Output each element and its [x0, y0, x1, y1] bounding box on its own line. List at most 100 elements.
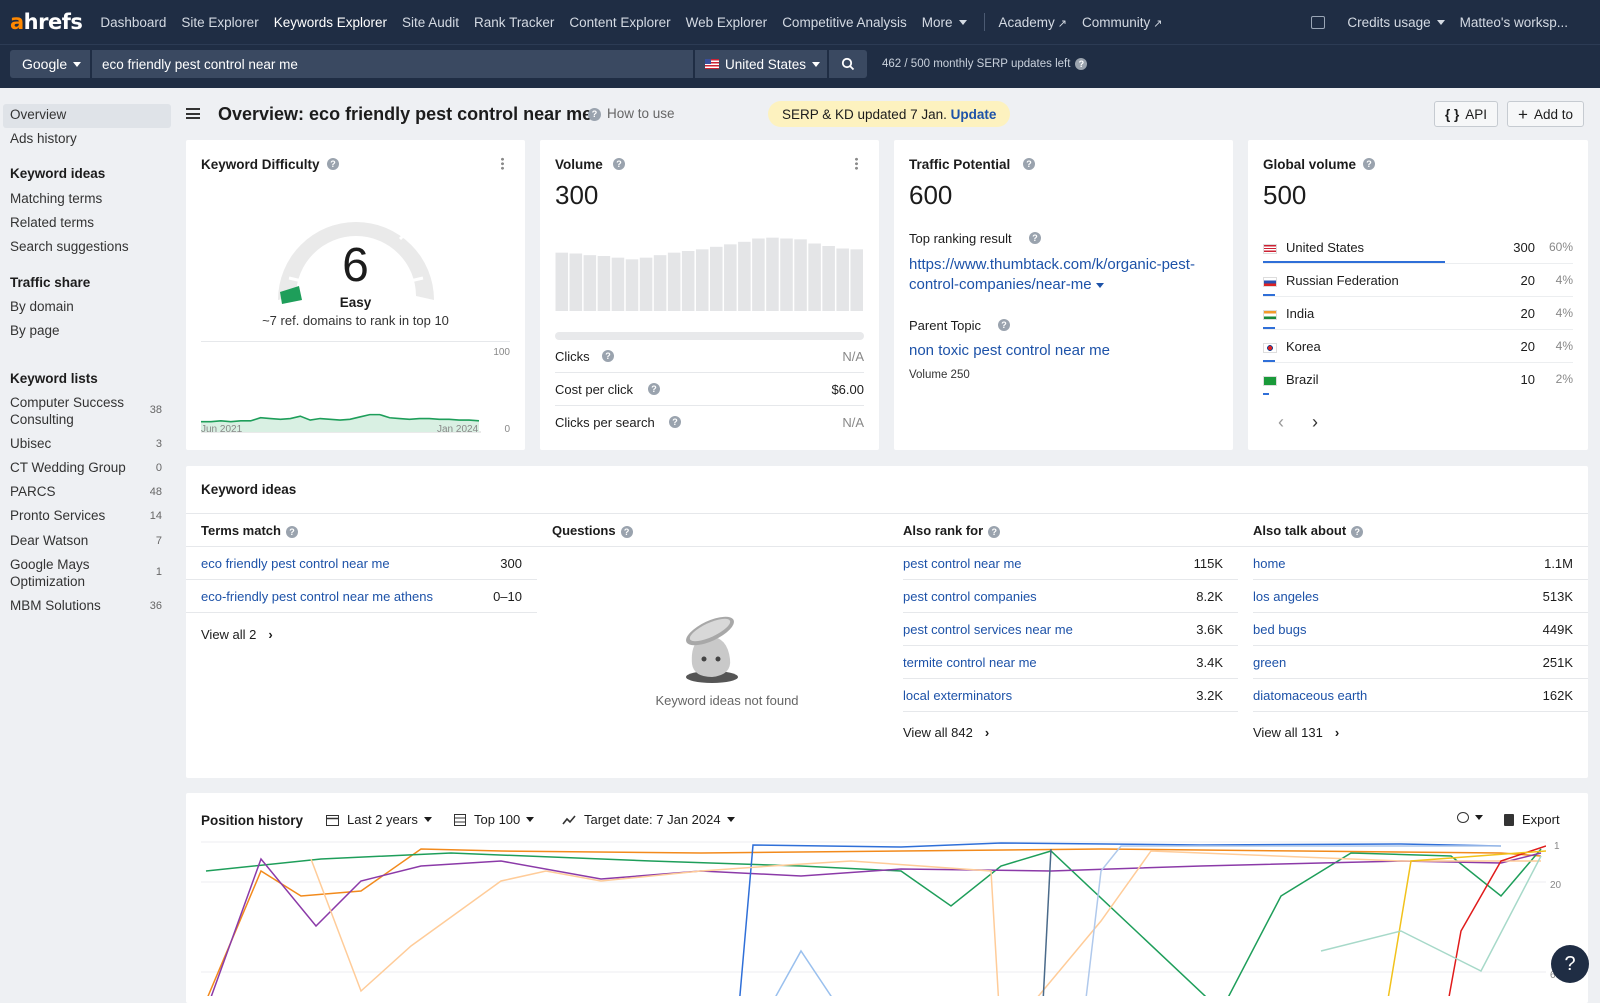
notes-icon[interactable]	[1311, 15, 1326, 29]
keyword-idea-link[interactable]: home	[1253, 556, 1286, 571]
date-range-select[interactable]: Last 2 years	[326, 812, 432, 827]
search-button[interactable]	[829, 50, 867, 78]
also-rank-header: Also rank for?	[903, 523, 1001, 538]
nav-dashboard[interactable]: Dashboard	[100, 14, 167, 30]
keyword-idea-link[interactable]: pest control services near me	[903, 622, 1073, 637]
sidebar-item-matching-terms[interactable]: Matching terms	[10, 191, 103, 206]
keyword-list-name: MBM Solutions	[10, 598, 101, 613]
keyword-list-count: 7	[155, 535, 162, 547]
country-share: 2%	[1555, 372, 1573, 386]
update-link[interactable]: Update	[950, 106, 997, 122]
keyword-idea-link[interactable]: termite control near me	[903, 655, 1037, 670]
api-button[interactable]: { } API	[1434, 101, 1499, 127]
nav-community[interactable]: Community ↗	[1082, 15, 1162, 30]
help-icon[interactable]: ?	[648, 383, 660, 395]
sidebar-heading-traffic-share: Traffic share	[10, 275, 91, 290]
nav-keywords-explorer[interactable]: Keywords Explorer	[273, 14, 387, 30]
sidebar-item-overview[interactable]: Overview	[10, 107, 67, 122]
nav-web-explorer[interactable]: Web Explorer	[685, 14, 768, 30]
volume-bar	[583, 255, 597, 311]
nav-site-audit[interactable]: Site Audit	[402, 14, 460, 30]
keyword-idea-link[interactable]: los angeles	[1253, 589, 1319, 604]
keyword-idea-link[interactable]: bed bugs	[1253, 622, 1307, 637]
position-series-line	[210, 852, 1542, 996]
target-date-select[interactable]: Target date: 7 Jan 2024	[562, 812, 735, 827]
country-select[interactable]: United States	[695, 50, 827, 78]
help-icon[interactable]: ?	[613, 158, 625, 170]
help-chat-button[interactable]: ?	[1551, 945, 1589, 983]
view-all-terms-link[interactable]: View all 2 ›	[201, 627, 273, 642]
help-icon[interactable]: ?	[602, 350, 614, 362]
annotations-menu[interactable]	[1457, 812, 1483, 823]
keyword-idea-link[interactable]: green	[1253, 655, 1287, 670]
chevron-down-icon	[526, 817, 535, 822]
help-icon[interactable]: ?	[620, 525, 633, 538]
nav-more[interactable]: More	[922, 15, 967, 30]
nav-rank-tracker[interactable]: Rank Tracker	[474, 14, 555, 30]
divider	[186, 513, 1588, 514]
sidebar-item-by-page[interactable]: By page	[10, 323, 60, 338]
traffic-potential-card: Traffic Potential ? 600 Top ranking resu…	[894, 140, 1233, 450]
menu-icon[interactable]	[186, 108, 200, 119]
parent-topic-link[interactable]: non toxic pest control near me	[909, 342, 1110, 359]
sidebar-item-search-suggestions[interactable]: Search suggestions	[10, 239, 129, 254]
how-to-use-link[interactable]: ? How to use	[588, 106, 675, 121]
keyword-idea-link[interactable]: eco-friendly pest control near me athens	[201, 589, 433, 604]
help-icon[interactable]: ?	[1363, 158, 1375, 170]
nav-site-explorer[interactable]: Site Explorer	[181, 14, 259, 30]
top-ranking-url[interactable]: https://www.thumbtack.com/k/organic-pest…	[909, 255, 1195, 295]
country-flag-icon	[1263, 277, 1277, 287]
keyword-idea-link[interactable]: pest control near me	[903, 556, 1022, 571]
nav-academy[interactable]: Academy ↗	[999, 15, 1068, 30]
help-icon[interactable]: ?	[998, 319, 1010, 331]
view-all-talk-link[interactable]: View all 131 ›	[1253, 725, 1339, 740]
sidebar-item-related-terms[interactable]: Related terms	[10, 215, 95, 230]
help-icon[interactable]: ?	[1351, 525, 1364, 538]
sidebar-item-by-domain[interactable]: By domain	[10, 299, 74, 314]
nav-competitive-analysis[interactable]: Competitive Analysis	[782, 14, 907, 30]
also-rank-label: Also rank for	[903, 523, 984, 538]
position-series-line	[310, 850, 1541, 996]
add-to-button[interactable]: + Add to	[1507, 101, 1584, 127]
volume-bar	[738, 241, 751, 311]
help-icon[interactable]: ?	[1075, 58, 1088, 70]
position-series-line	[1320, 855, 1542, 973]
country-volume: 20	[1520, 273, 1535, 288]
country-name: India	[1286, 306, 1315, 321]
position-series-line	[775, 949, 832, 996]
view-all-rank-link[interactable]: View all 842 ›	[903, 725, 989, 740]
export-button[interactable]: Export	[1504, 812, 1560, 827]
ahrefs-logo[interactable]: ahrefs	[10, 10, 83, 34]
keyword-idea-link[interactable]: local exterminators	[903, 688, 1013, 703]
help-icon[interactable]: ?	[988, 525, 1001, 538]
volume-bar	[667, 252, 681, 311]
more-options-icon[interactable]	[855, 157, 858, 170]
credits-usage-menu[interactable]: Credits usage	[1347, 15, 1445, 30]
keyword-search-input[interactable]: eco friendly pest control near me	[92, 50, 693, 78]
top-positions-select[interactable]: Top 100	[454, 812, 535, 827]
workspace-menu[interactable]: Matteo's worksp...	[1459, 14, 1568, 30]
search-engine-select[interactable]: Google	[10, 50, 90, 78]
help-icon[interactable]: ?	[1029, 232, 1041, 244]
more-options-icon[interactable]	[501, 157, 504, 170]
keyword-idea-link[interactable]: diatomaceous earth	[1253, 688, 1368, 703]
chevron-down-icon	[1475, 815, 1483, 820]
help-icon[interactable]: ?	[1023, 158, 1035, 170]
help-icon[interactable]: ?	[669, 416, 681, 428]
country-share: 4%	[1555, 339, 1573, 353]
top-ranking-url-line: control-companies/near-me	[909, 276, 1092, 293]
volume-bar	[794, 239, 807, 311]
menu-icon-bar	[186, 112, 200, 115]
sidebar-item-ads-history[interactable]: Ads history	[10, 131, 77, 146]
keyword-idea-link[interactable]: eco friendly pest control near me	[201, 556, 390, 571]
keyword-idea-link[interactable]: pest control companies	[903, 589, 1037, 604]
divider	[1263, 362, 1573, 363]
help-icon[interactable]: ?	[327, 158, 339, 170]
nav-content-explorer[interactable]: Content Explorer	[569, 14, 671, 30]
keyword-list-name: Pronto Services	[10, 508, 106, 523]
help-icon[interactable]: ?	[285, 525, 298, 538]
keyword-list-name: Google Mays	[10, 557, 90, 572]
keyword-idea-volume: 251K	[1542, 655, 1573, 670]
next-page-icon[interactable]: ›	[1312, 412, 1318, 432]
previous-page-icon[interactable]: ‹	[1278, 412, 1284, 432]
